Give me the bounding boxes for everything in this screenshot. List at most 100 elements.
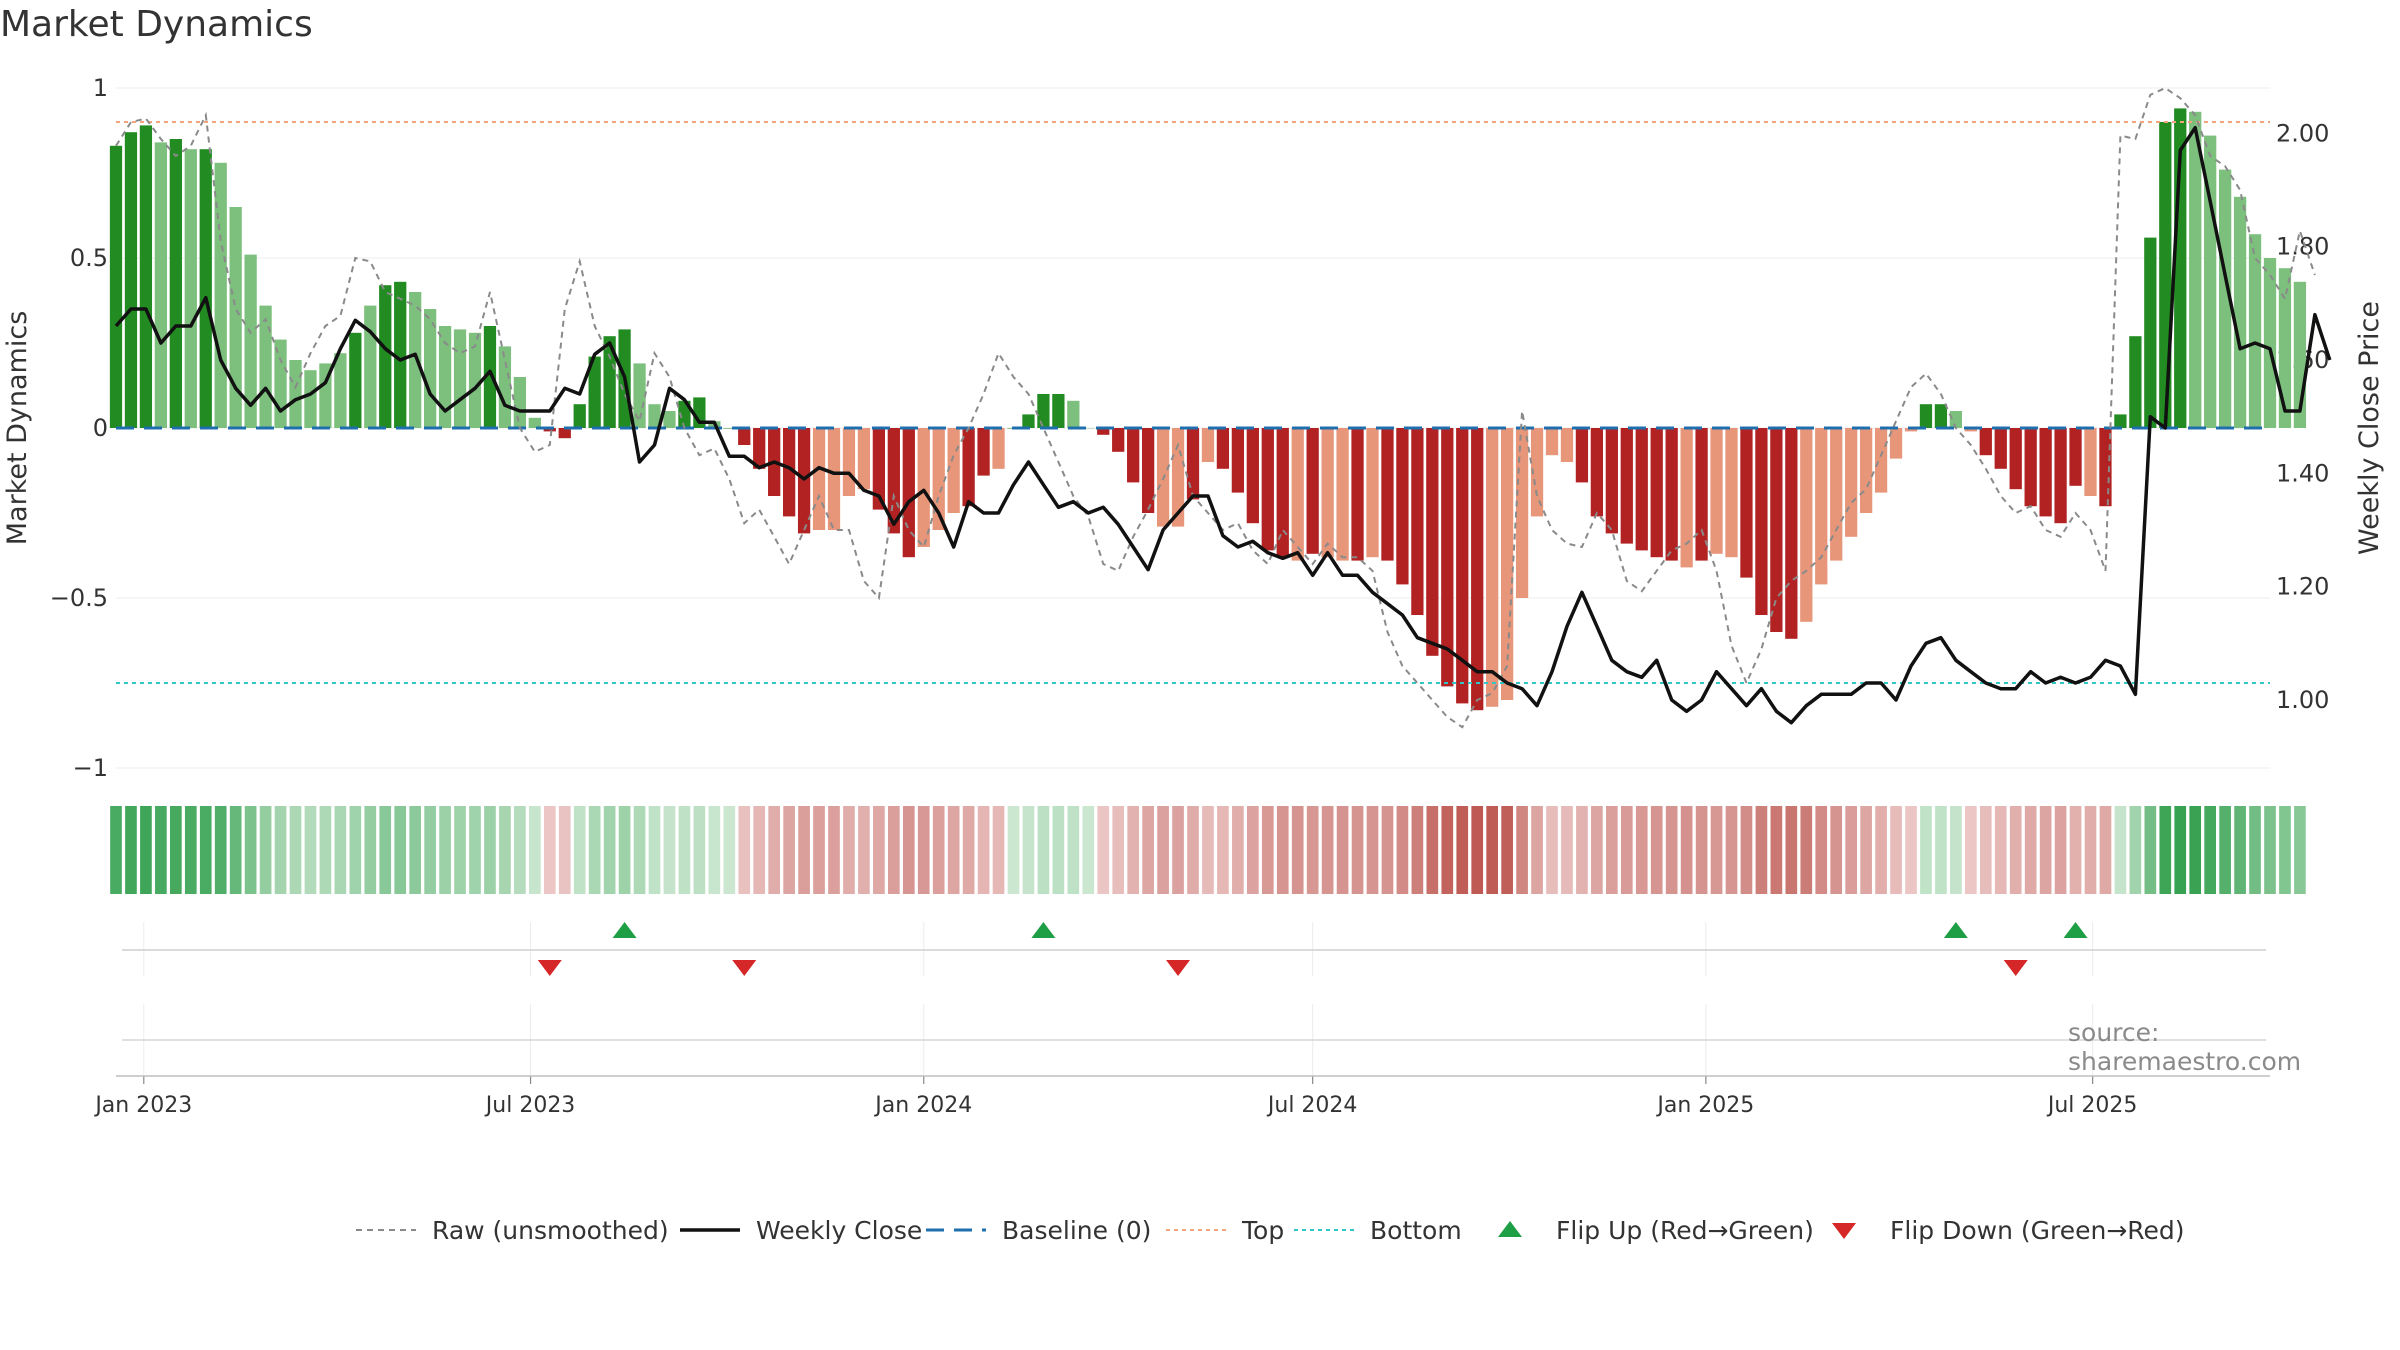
dynamics-bar [2263, 258, 2277, 428]
heat-strip-cell [1830, 806, 1843, 894]
flip-up-triangle-icon [1498, 1221, 1522, 1237]
heat-strip-cell [1471, 806, 1484, 894]
heat-strip-cell [1531, 806, 1543, 894]
dynamics-bar [124, 132, 138, 428]
dynamics-bar [723, 428, 736, 429]
y2-axis-title: Weekly Close Price [2354, 301, 2385, 555]
heat-strip-cell [1232, 806, 1244, 894]
dynamics-bar [1141, 428, 1155, 513]
heat-strip-cell [1740, 806, 1753, 894]
dynamics-bar [1620, 428, 1633, 544]
flip-up-marker [2063, 922, 2088, 938]
heat-strip-cell [917, 806, 930, 894]
dynamics-bar [1351, 428, 1364, 561]
y2-tick-label: 1.00 [2276, 686, 2329, 714]
heat-strip-cell [394, 806, 407, 894]
y-tick-label: 0.5 [70, 244, 108, 272]
dynamics-bar [1366, 428, 1379, 558]
dynamics-bar [1201, 428, 1215, 462]
heat-strip-cell [1261, 806, 1274, 894]
dynamics-bar [1067, 400, 1080, 428]
heat-strip-cell [1516, 806, 1528, 894]
dynamics-bar [438, 326, 452, 428]
dynamics-bar [1486, 428, 1499, 707]
heat-strip-cell [2249, 806, 2261, 894]
heat-strip-cell [259, 806, 272, 894]
heat-strip-cell [588, 806, 601, 894]
heat-strip-cell [155, 806, 167, 894]
heat-strip-cell [1785, 806, 1798, 894]
heat-strip-cell [1546, 806, 1558, 894]
dynamics-bar [2099, 428, 2112, 507]
dynamics-bar [1904, 428, 1918, 432]
dynamics-bar [1725, 428, 1738, 558]
heat-strip-cell [753, 806, 766, 894]
dynamics-bar [2129, 336, 2142, 428]
dynamics-bar [2233, 196, 2247, 428]
dynamics-bar [2159, 122, 2172, 428]
y-axis-title: Market Dynamics [2, 311, 33, 546]
flip-up-marker [1943, 922, 1968, 938]
dynamics-bar [1022, 414, 1035, 428]
dynamics-bar [2248, 234, 2262, 428]
y2-tick-label: 1.20 [2276, 573, 2329, 601]
heat-strip-cell [1441, 806, 1454, 894]
heat-strip-cell [1725, 806, 1738, 894]
dynamics-bar [1770, 428, 1783, 632]
dynamics-bar [782, 428, 796, 517]
heat-strip-cell [2159, 806, 2172, 894]
dynamics-bar [1964, 428, 1977, 432]
dynamics-bar [289, 360, 302, 428]
dynamics-bar [558, 428, 571, 439]
heat-strip-cell [1187, 806, 1199, 894]
heat-strip-cell [1381, 806, 1394, 894]
legend-label-weekly-close: Weekly Close [756, 1215, 923, 1245]
dynamics-bar [1815, 428, 1828, 585]
heat-strip-cell [708, 806, 721, 894]
heat-strip-cell [693, 806, 706, 894]
dynamics-bar [962, 428, 975, 507]
heat-strip-cell [289, 806, 302, 894]
heat-strip-cell [723, 806, 736, 894]
dynamics-bar [1097, 428, 1110, 435]
dynamics-bar [753, 428, 766, 469]
dynamics-bar [2024, 428, 2037, 507]
dynamics-bar [588, 356, 601, 428]
heat-strip-cell [663, 806, 676, 894]
dynamics-bar [1246, 428, 1259, 524]
heat-strip-cell [1650, 806, 1663, 894]
dynamics-bar [1306, 428, 1319, 554]
dynamics-bar [857, 428, 871, 490]
heat-strip-cell [768, 806, 781, 894]
heat-strip-cell [603, 806, 616, 894]
dynamics-bar [334, 353, 347, 428]
heat-strip-cell [1815, 806, 1828, 894]
heat-strip-cell [1935, 806, 1947, 894]
legend-item-raw: Raw (unsmoothed) [354, 1210, 669, 1250]
heat-strip-cell [499, 806, 511, 894]
heat-strip-cell [1246, 806, 1259, 894]
heat-strip-cell [1920, 806, 1932, 894]
heat-strip-cell [1561, 806, 1573, 894]
dynamics-bar [199, 149, 212, 428]
heat-strip-cell [304, 806, 317, 894]
dynamics-bar [663, 411, 676, 428]
dynamics-bar [1665, 428, 1678, 561]
x-tick-label: Jul 2023 [484, 1093, 576, 1118]
dynamics-bar [154, 142, 168, 428]
dynamics-bar [184, 149, 197, 428]
dynamics-bar [468, 332, 482, 428]
dynamics-bar [1261, 428, 1274, 551]
dynamics-bar [453, 329, 467, 428]
dynamics-bar [2069, 428, 2082, 486]
dynamics-bar [1381, 428, 1394, 561]
heat-strip-cell [1950, 806, 1962, 894]
heat-strip-cell [1591, 806, 1603, 894]
heat-strip-cell [1127, 806, 1140, 894]
y2-tick-label: 2.00 [2276, 119, 2329, 147]
dynamics-bar [1276, 428, 1289, 558]
x-tick-label: Jan 2025 [1655, 1093, 1754, 1118]
dynamics-bar [812, 428, 826, 530]
dynamics-bar [379, 285, 392, 428]
legend-label-flip-down: Flip Down (Green→Red) [1890, 1215, 2185, 1245]
